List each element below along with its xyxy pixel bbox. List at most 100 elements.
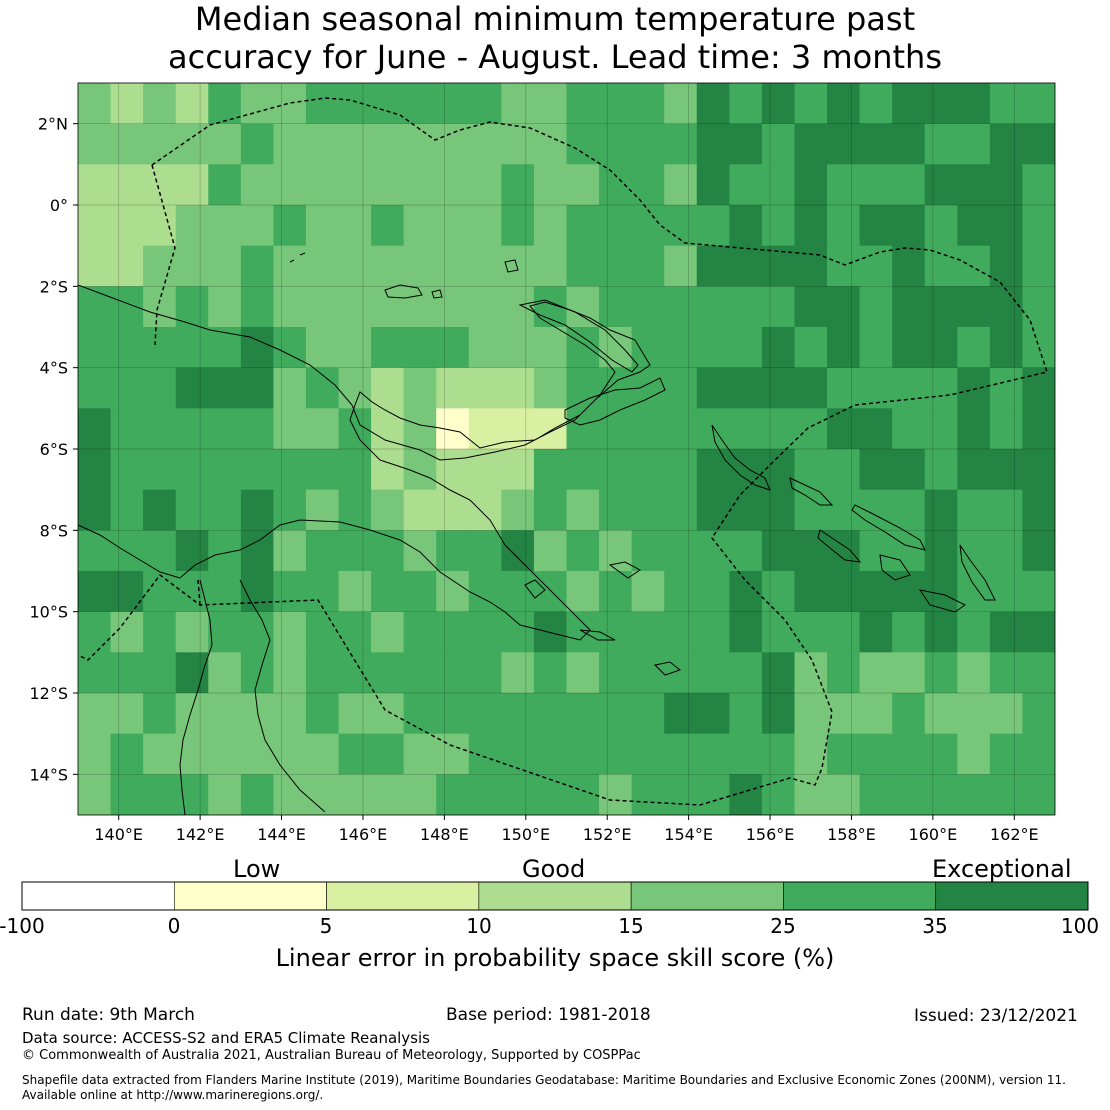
grid-cell — [436, 245, 470, 287]
grid-cell — [827, 530, 861, 572]
grid-cell — [78, 286, 112, 328]
grid-cell — [924, 611, 958, 653]
grid-cell — [371, 286, 405, 328]
grid-cell — [631, 408, 665, 450]
grid-cell — [892, 693, 926, 735]
colorbar-bin — [630, 881, 784, 911]
grid-cell — [729, 408, 763, 450]
grid-cell — [566, 164, 600, 206]
grid-cell — [729, 489, 763, 531]
grid-cell — [533, 83, 568, 125]
grid-cell — [827, 123, 861, 165]
grid-cell — [240, 530, 274, 572]
grid-cell — [78, 83, 112, 125]
grid-cell — [827, 83, 861, 125]
category-exceptional: Exceptional — [932, 855, 1072, 883]
grid-cell — [859, 774, 893, 815]
grid-cell — [305, 286, 340, 328]
grid-cell — [892, 408, 926, 450]
grid-cell — [859, 164, 893, 206]
grid-cell — [208, 327, 242, 369]
grid-cell — [892, 245, 926, 287]
colorbar-bin — [173, 881, 327, 911]
grid-cell — [664, 733, 698, 775]
grid-cell — [957, 123, 991, 165]
latitude-tick-label: 2°N — [38, 115, 68, 134]
grid-cell — [924, 327, 958, 369]
grid-cell — [664, 530, 698, 572]
grid-cell — [1022, 530, 1055, 572]
grid-cell — [599, 733, 633, 775]
grid-cell — [338, 733, 372, 775]
grid-cell — [957, 733, 991, 775]
grid-cell — [338, 83, 372, 125]
grid-cell — [338, 286, 372, 328]
grid-cell — [1022, 286, 1055, 328]
grid-cell — [436, 367, 470, 409]
grid-cell — [859, 205, 893, 247]
grid-cell — [371, 164, 405, 206]
grid-cell — [729, 611, 763, 653]
grid-cell — [273, 327, 307, 369]
grid-cell — [892, 652, 926, 694]
grid-cell — [1022, 83, 1055, 125]
grid-cell — [989, 733, 1024, 775]
grid-cell — [892, 123, 926, 165]
grid-cell — [371, 123, 405, 165]
grid-cell — [436, 652, 470, 694]
grid-cell — [305, 774, 340, 815]
grid-cell — [143, 286, 177, 328]
grid-cell — [143, 489, 177, 531]
latitude-tick-label: 2°S — [40, 277, 68, 296]
grid-cell — [957, 367, 991, 409]
grid-cell — [403, 571, 437, 613]
grid-cell — [110, 205, 144, 247]
grid-cell — [403, 530, 437, 572]
grid-cell — [305, 83, 340, 125]
colorbar-tick-6: 35 — [922, 914, 948, 938]
longitude-tick-label: 160°E — [909, 825, 958, 844]
grid-cell — [403, 205, 437, 247]
grid-cell — [240, 733, 274, 775]
grid-cell — [403, 489, 437, 531]
grid-cell — [1022, 489, 1055, 531]
grid-cell — [436, 123, 470, 165]
grid-cell — [110, 123, 144, 165]
grid-cell — [696, 733, 730, 775]
grid-cell — [78, 774, 112, 815]
grid-cell — [761, 571, 796, 613]
grid-cell — [240, 449, 274, 491]
grid-cell — [696, 164, 730, 206]
grid-cell — [208, 123, 242, 165]
grid-cell — [143, 733, 177, 775]
grid-cell — [664, 83, 698, 125]
longitude-tick-label: 162°E — [990, 825, 1039, 844]
grid-cell — [371, 408, 405, 450]
grid-cell — [78, 449, 112, 491]
coastline-manus — [384, 284, 423, 299]
grid-cell — [143, 571, 177, 613]
title-line-2: accuracy for June - August. Lead time: 3… — [168, 38, 942, 76]
grid-cell — [892, 733, 926, 775]
colorbar-tick-1: 0 — [167, 914, 181, 938]
grid-cell — [761, 205, 796, 247]
coastline-solomons-2 — [851, 504, 926, 551]
grid-cell — [305, 530, 340, 572]
grid-cell — [338, 571, 372, 613]
coastline-bougainville — [711, 424, 771, 491]
grid-cell — [240, 489, 274, 531]
grid-cell — [664, 489, 698, 531]
grid-cell — [175, 164, 209, 206]
grid-cell — [957, 571, 991, 613]
shapefile-credit-1: Shapefile data extracted from Flanders M… — [22, 1073, 1066, 1087]
latitude-tick-label: 12°S — [29, 684, 68, 703]
grid-cell — [208, 774, 242, 815]
grid-cell — [957, 408, 991, 450]
grid-cell — [729, 327, 763, 369]
grid-cell — [208, 286, 242, 328]
grid-cell — [989, 571, 1024, 613]
grid-cell — [338, 245, 372, 287]
grid-cell — [924, 83, 958, 125]
coastlines — [78, 252, 996, 815]
